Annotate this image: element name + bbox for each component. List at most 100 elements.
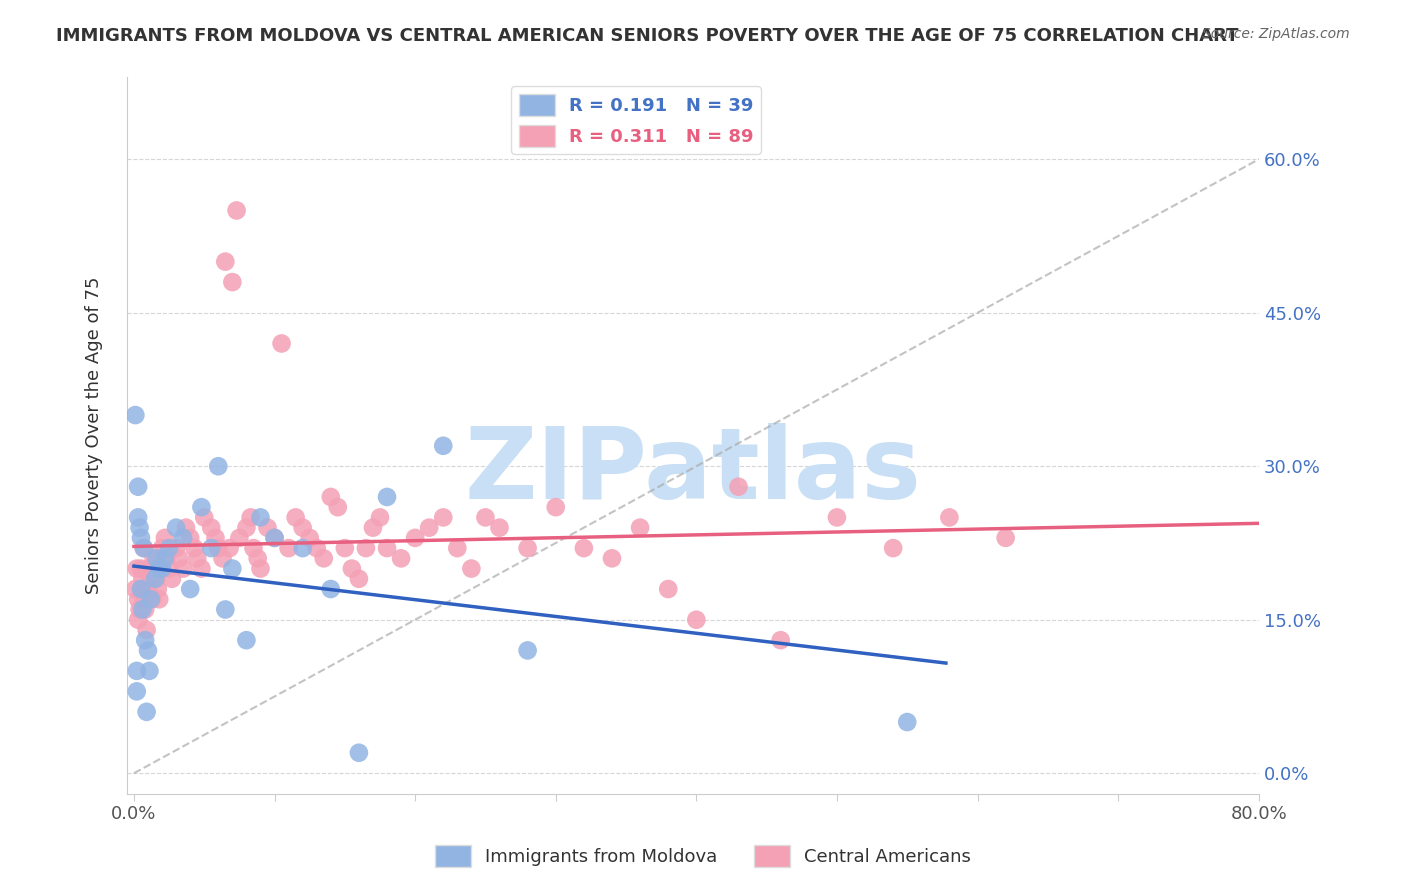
- Point: [319, 490, 342, 504]
- Point: [938, 510, 960, 524]
- Point: [361, 521, 384, 535]
- Point: [685, 613, 707, 627]
- Point: [333, 541, 356, 555]
- Point: [129, 582, 152, 596]
- Point: [291, 541, 314, 555]
- Point: [125, 561, 148, 575]
- Point: [825, 510, 848, 524]
- Text: IMMIGRANTS FROM MOLDOVA VS CENTRAL AMERICAN SENIORS POVERTY OVER THE AGE OF 75 C: IMMIGRANTS FROM MOLDOVA VS CENTRAL AMERI…: [56, 27, 1239, 45]
- Point: [167, 551, 190, 566]
- Point: [125, 664, 148, 678]
- Point: [150, 561, 173, 575]
- Point: [375, 490, 398, 504]
- Point: [142, 551, 165, 566]
- Point: [326, 500, 349, 515]
- Point: [284, 510, 307, 524]
- Y-axis label: Seniors Poverty Over the Age of 75: Seniors Poverty Over the Age of 75: [86, 277, 103, 594]
- Point: [200, 521, 222, 535]
- Point: [139, 572, 162, 586]
- Point: [418, 521, 440, 535]
- Point: [136, 643, 159, 657]
- Point: [432, 439, 454, 453]
- Point: [129, 561, 152, 575]
- Point: [347, 746, 370, 760]
- Point: [347, 572, 370, 586]
- Point: [128, 521, 150, 535]
- Point: [174, 521, 197, 535]
- Point: [129, 531, 152, 545]
- Point: [193, 510, 215, 524]
- Point: [138, 561, 160, 575]
- Point: [150, 541, 173, 555]
- Point: [153, 531, 176, 545]
- Point: [882, 541, 904, 555]
- Point: [263, 531, 285, 545]
- Point: [143, 561, 166, 575]
- Point: [165, 521, 187, 535]
- Point: [125, 684, 148, 698]
- Point: [127, 613, 149, 627]
- Point: [207, 459, 229, 474]
- Legend: R = 0.191   N = 39, R = 0.311   N = 89: R = 0.191 N = 39, R = 0.311 N = 89: [512, 87, 761, 154]
- Point: [572, 541, 595, 555]
- Point: [145, 551, 167, 566]
- Point: [340, 561, 363, 575]
- Point: [127, 510, 149, 524]
- Point: [143, 572, 166, 586]
- Point: [132, 592, 155, 607]
- Point: [127, 592, 149, 607]
- Point: [204, 531, 226, 545]
- Point: [375, 541, 398, 555]
- Point: [138, 664, 160, 678]
- Point: [207, 541, 229, 555]
- Point: [165, 541, 187, 555]
- Point: [155, 551, 177, 566]
- Point: [221, 561, 243, 575]
- Point: [235, 521, 257, 535]
- Point: [446, 541, 468, 555]
- Point: [432, 510, 454, 524]
- Point: [157, 541, 180, 555]
- Point: [291, 521, 314, 535]
- Point: [132, 541, 155, 555]
- Point: [994, 531, 1017, 545]
- Point: [218, 541, 240, 555]
- Point: [145, 572, 167, 586]
- Point: [148, 592, 170, 607]
- Point: [157, 561, 180, 575]
- Point: [179, 531, 201, 545]
- Point: [657, 582, 679, 596]
- Point: [172, 561, 194, 575]
- Point: [179, 582, 201, 596]
- Point: [134, 633, 156, 648]
- Point: [460, 561, 482, 575]
- Point: [221, 275, 243, 289]
- Point: [131, 572, 153, 586]
- Point: [628, 521, 651, 535]
- Point: [249, 561, 271, 575]
- Point: [148, 561, 170, 575]
- Point: [354, 541, 377, 555]
- Point: [389, 551, 412, 566]
- Point: [368, 510, 391, 524]
- Point: [136, 582, 159, 596]
- Point: [277, 541, 299, 555]
- Point: [246, 551, 269, 566]
- Point: [127, 480, 149, 494]
- Point: [135, 623, 157, 637]
- Point: [474, 510, 496, 524]
- Point: [544, 500, 567, 515]
- Point: [769, 633, 792, 648]
- Point: [319, 582, 342, 596]
- Point: [190, 500, 212, 515]
- Point: [172, 531, 194, 545]
- Point: [488, 521, 510, 535]
- Point: [186, 551, 208, 566]
- Point: [149, 561, 172, 575]
- Point: [128, 602, 150, 616]
- Point: [516, 643, 538, 657]
- Point: [131, 602, 153, 616]
- Point: [228, 531, 250, 545]
- Point: [242, 541, 264, 555]
- Point: [124, 582, 146, 596]
